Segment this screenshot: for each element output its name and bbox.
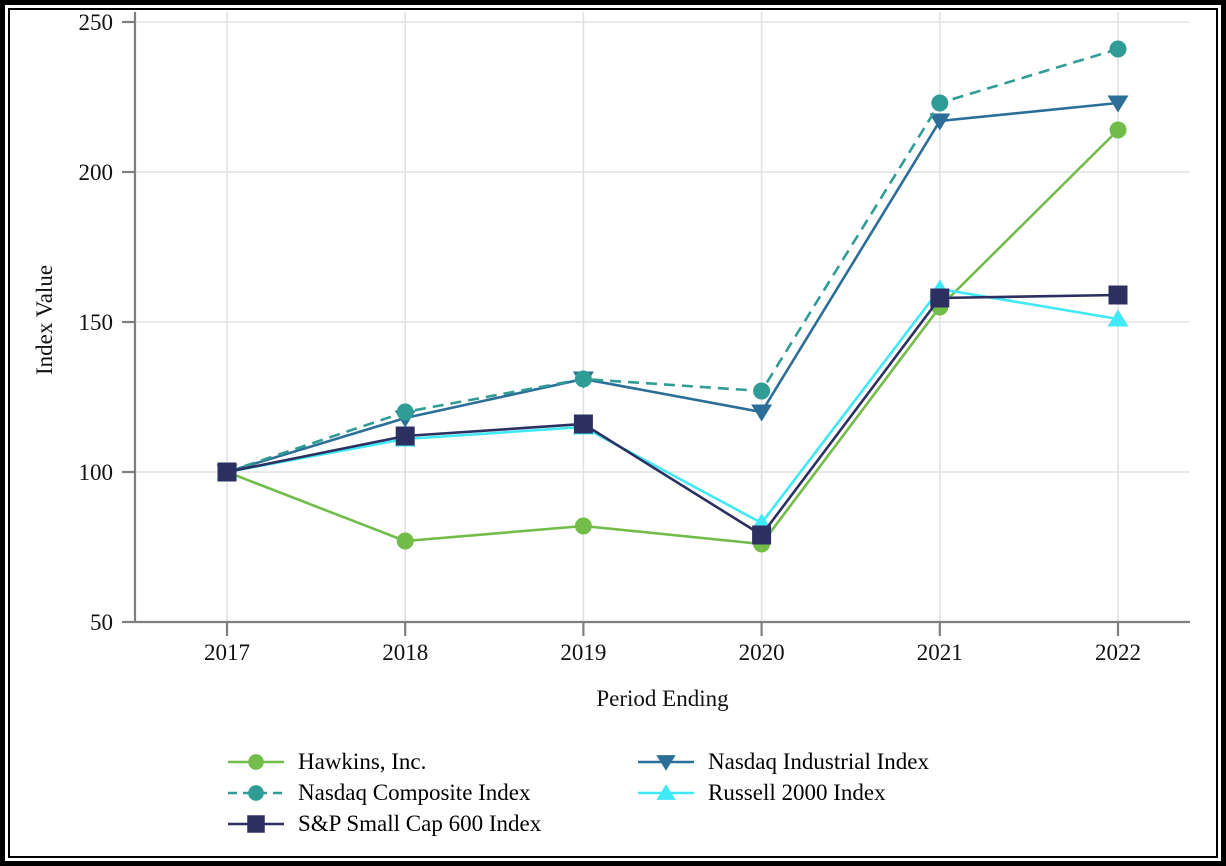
data-point-square [573,414,593,434]
x-tick-label: 2020 [739,640,785,665]
y-tick-label: 50 [90,610,113,635]
data-point-square [247,814,265,833]
y-tick-label: 250 [79,10,114,35]
data-point-triangle-down [929,113,951,131]
series-russell-2000-index [216,279,1129,531]
series-nasdaq-composite-index [218,40,1127,481]
legend-label: Nasdaq Industrial Index [708,748,929,774]
series-line [226,287,1119,525]
y-tick-label: 200 [79,160,114,185]
legend-item: Nasdaq Industrial Index [637,749,929,775]
data-point-triangle-up [1107,309,1129,327]
series-line [226,101,1119,474]
series-s-p-small-cap-600-index [217,285,1128,545]
series-line [226,129,1119,546]
data-point-circle [396,532,414,550]
legend-item: Nasdaq Composite Index [227,780,637,806]
gridlines [135,12,1190,622]
legend-marker-square-icon [228,814,284,833]
data-point-triangle-up [656,783,676,800]
legend-marker-circle-icon [228,784,284,801]
x-axis-title: Period Ending [596,686,729,711]
x-tick-label: 2019 [560,640,606,665]
data-point-triangle-down [1107,95,1129,113]
data-point-circle [574,370,592,388]
data-point-triangle-down [751,404,773,422]
x-tick-label: 2022 [1095,640,1141,665]
data-point-square [217,462,237,482]
x-tick-label: 2021 [917,640,963,665]
axes [122,12,1190,636]
legend-label: Russell 2000 Index [708,779,886,805]
data-point-circle [1109,121,1127,139]
data-point-triangle-down [656,754,676,771]
y-axis-title: Index Value [32,264,57,376]
series-line [226,47,1119,474]
data-point-circle [753,382,771,400]
data-point-square [1108,285,1128,305]
data-point-circle [931,94,949,112]
legend-label: Hawkins, Inc. [298,748,427,774]
legend-marker-triangle-up-icon [638,783,694,800]
data-point-circle [248,753,264,770]
legend: Hawkins, Inc. Nasdaq Composite Index S&P S… [227,746,929,839]
x-tick-label: 2018 [382,640,428,665]
y-tick-label: 150 [79,310,114,335]
series-line [226,293,1119,537]
y-tick-label: 100 [79,460,114,485]
data-point-circle [1109,40,1127,58]
legend-label: S&P Small Cap 600 Index [298,810,542,836]
legend-item: Russell 2000 Index [637,780,929,806]
data-point-circle [574,517,592,535]
legend-marker-triangle-down-icon [638,754,694,771]
data-point-square [395,426,415,446]
data-point-circle [248,784,264,801]
data-point-square [752,525,772,545]
legend-label: Nasdaq Composite Index [298,779,531,805]
series-nasdaq-industrial-index [216,95,1129,482]
data-point-square [930,288,950,308]
x-tick-label: 2017 [204,640,250,665]
legend-item: Hawkins, Inc. [227,749,637,775]
tick-labels: 50 100 150 200 250 2017 2018 2019 2020 2021 2022 [79,10,1142,665]
legend-item: S&P Small Cap 600 Index [227,811,637,837]
legend-marker-circle-icon [228,753,284,770]
data-point-circle [396,403,414,421]
series-hawkins-inc [218,121,1127,553]
